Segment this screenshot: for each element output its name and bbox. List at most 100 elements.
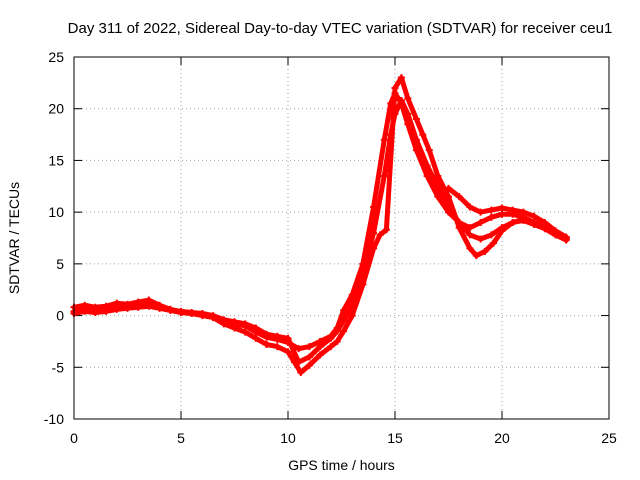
data-point (263, 330, 271, 338)
data-point (370, 244, 378, 252)
series-line (71, 90, 569, 352)
y-tick-label: 0 (56, 308, 64, 324)
y-tick-label: 5 (56, 256, 64, 272)
x-tick-label: 20 (494, 430, 510, 446)
data-point (134, 303, 142, 311)
data-point (519, 208, 527, 216)
grid-lines (74, 57, 609, 419)
data-point (541, 218, 549, 226)
x-axis-tick-labels: 0 5 10 15 20 25 (70, 430, 617, 446)
data-point (145, 296, 153, 304)
data-point (391, 84, 399, 92)
series-track-1 (70, 89, 570, 353)
y-axis-label: SDTVAR / TECUs (6, 182, 22, 294)
data-point (124, 304, 131, 312)
data-point (231, 324, 238, 332)
data-point (477, 208, 485, 216)
data-point (423, 162, 431, 170)
data-point (333, 337, 341, 345)
data-point (81, 301, 89, 309)
data-point (156, 304, 164, 312)
data-point (166, 306, 174, 314)
data-point (519, 215, 527, 223)
x-tick-label: 25 (601, 430, 617, 446)
x-tick-label: 0 (70, 430, 78, 446)
data-point (305, 343, 313, 351)
data-point (380, 136, 388, 144)
chart-title: Day 311 of 2022, Sidereal Day-to-day VTE… (68, 20, 613, 37)
data-point (397, 96, 405, 104)
data-point (305, 353, 313, 361)
data-point (466, 244, 474, 252)
data-point (113, 299, 121, 307)
data-point (188, 310, 196, 318)
data-point (220, 320, 228, 328)
data-point (177, 308, 185, 316)
data-point (434, 193, 442, 201)
data-point (455, 193, 463, 201)
data-point (316, 343, 324, 351)
data-point (295, 345, 303, 353)
data-point (145, 302, 153, 310)
y-axis-tick-labels: -10 -5 0 5 10 15 20 25 (44, 49, 64, 427)
series-track-2 (70, 96, 570, 366)
data-point (425, 146, 433, 154)
data-point (455, 224, 463, 232)
data-point (404, 110, 412, 118)
y-tick-label: -5 (52, 359, 65, 375)
data-point (209, 314, 217, 322)
data-point (340, 306, 348, 314)
data-point (466, 224, 474, 232)
data-point (477, 235, 485, 243)
data-point (472, 252, 480, 260)
data-point (562, 233, 570, 241)
data-point (477, 218, 485, 226)
data-point (81, 307, 89, 315)
data-point (445, 184, 452, 192)
data-point (509, 206, 517, 214)
data-point (397, 74, 405, 82)
data-point (498, 227, 506, 235)
x-tick-label: 10 (280, 430, 296, 446)
data-point (241, 320, 249, 328)
data-point (404, 94, 412, 102)
data-point (530, 218, 538, 226)
data-point (419, 131, 427, 139)
data-point (466, 231, 474, 239)
data-point (348, 312, 356, 320)
series-line (71, 75, 569, 375)
series-line (446, 185, 569, 240)
y-tick-label: 25 (48, 49, 64, 65)
y-tick-label: 10 (48, 204, 64, 220)
data-point (487, 213, 495, 221)
data-point (284, 334, 292, 342)
data-point (305, 361, 313, 369)
data-point (327, 343, 335, 351)
data-point (434, 182, 442, 190)
data-point (252, 334, 260, 342)
data-point (284, 348, 292, 356)
data-point (530, 212, 538, 220)
data-point (316, 351, 324, 359)
data-point (333, 327, 341, 335)
data-point (327, 334, 335, 342)
axis-ticks (73, 56, 610, 420)
data-point (445, 193, 452, 201)
x-tick-label: 5 (177, 430, 185, 446)
data-point (273, 332, 281, 340)
series-line (71, 97, 569, 365)
y-tick-label: 20 (48, 101, 64, 117)
data-point (102, 307, 110, 315)
data-point (376, 231, 384, 239)
data-point (434, 172, 442, 180)
series-track-4 (445, 184, 570, 241)
data-point (498, 204, 506, 212)
data-series (70, 74, 570, 376)
data-point (466, 203, 474, 211)
data-point (489, 239, 497, 247)
data-point (252, 324, 260, 332)
data-point (382, 226, 390, 234)
data-point (241, 328, 249, 336)
data-point (91, 308, 99, 316)
